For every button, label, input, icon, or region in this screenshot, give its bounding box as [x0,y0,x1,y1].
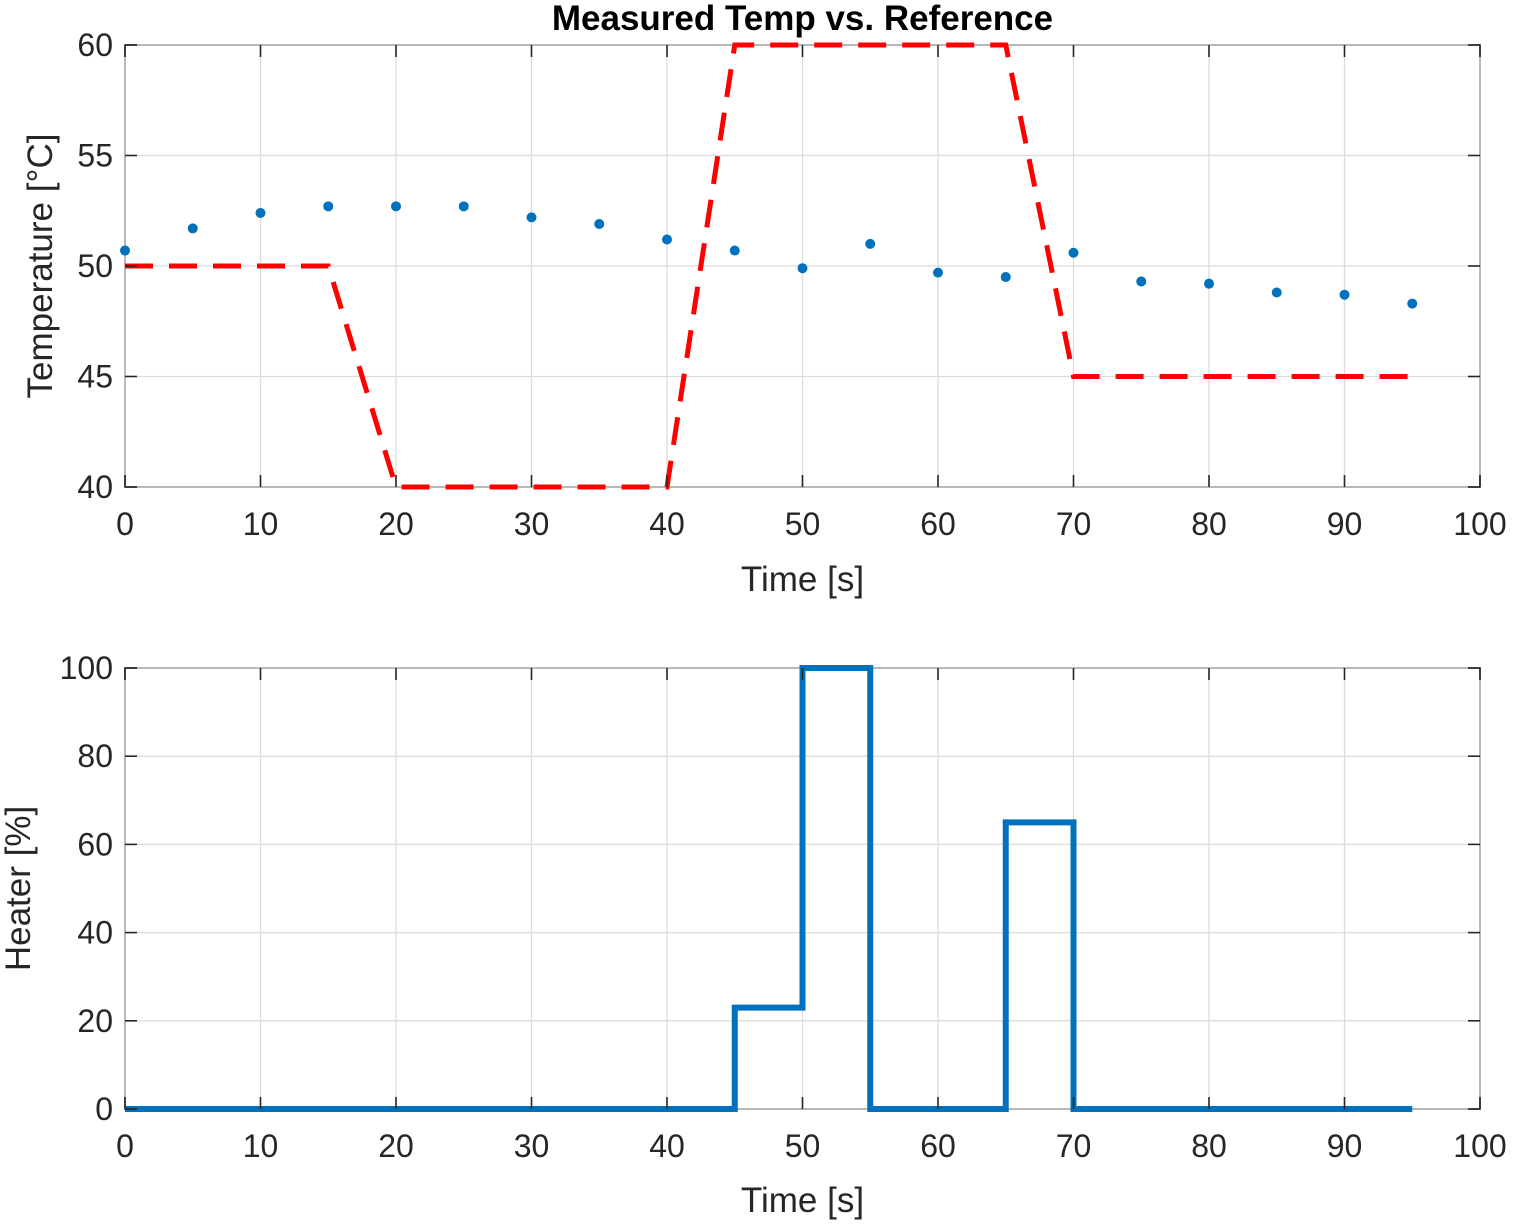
data-point [1339,289,1350,300]
heater-plot: 0 10 20 30 40 50 60 70 80 90 100 0 20 40 60 80 100 Time … [0,650,1507,1220]
data-point [594,219,605,230]
y-tick-label: 45 [77,359,113,395]
x-tick-label: 10 [243,506,279,542]
y-tick-label: 60 [77,27,113,63]
data-point [1204,278,1214,289]
y-tick-label: 40 [77,915,113,951]
y-tick-label: 100 [60,650,113,686]
x-tick-label: 40 [649,506,685,542]
x-tick-label: 80 [1191,506,1227,542]
data-point [255,207,266,218]
x-tick-label: 30 [514,1128,550,1164]
y-tick-label: 80 [77,738,113,774]
y-tick-label: 40 [77,469,113,505]
temperature-plot: Measured Temp vs. Reference 0 10 20 30 40 50 6… [21,0,1507,599]
data-point [391,201,401,212]
x-tick-label: 20 [378,1128,414,1164]
y-tick-label: 50 [77,248,113,284]
x-tick-label: 20 [378,506,414,542]
data-point [797,263,808,274]
x-axis-label: Time [s] [741,560,864,599]
data-point [323,201,334,212]
x-tick-label: 50 [785,506,821,542]
x-axis-label: Time [s] [741,1181,864,1220]
x-tick-label: 60 [920,506,956,542]
data-point [729,245,740,256]
x-tick-label: 30 [514,506,550,542]
y-axis-label: Heater [%] [0,806,38,971]
data-point [526,212,537,223]
x-tick-label: 90 [1327,1128,1363,1164]
x-tick-label: 100 [1453,1128,1506,1164]
y-tick-label: 60 [77,826,113,862]
data-point [187,223,198,234]
x-tick-label: 10 [243,1128,279,1164]
data-point [120,245,130,256]
y-tick-label: 55 [77,138,113,174]
data-point [865,238,876,249]
x-tick-label: 70 [1056,1128,1092,1164]
data-point [933,267,943,278]
x-tick-label: 80 [1191,1128,1227,1164]
x-tick-label: 0 [116,1128,134,1164]
data-point [458,201,469,212]
data-point [1407,298,1418,309]
data-point [1068,247,1079,258]
series-layer [125,665,1413,1112]
data-point [662,234,672,245]
y-axis-label: Temperature [°C] [21,134,60,399]
reference-line [125,42,1413,490]
x-tick-label: 50 [785,1128,821,1164]
y-tick-label: 20 [77,1003,113,1039]
tick-labels: 0 10 20 30 40 50 60 70 80 90 100 40 45 50 55 60 [77,27,1506,542]
x-tick-label: 40 [649,1128,685,1164]
chart-title: Measured Temp vs. Reference [552,0,1053,38]
y-tick-label: 0 [95,1091,113,1127]
x-tick-label: 90 [1327,506,1363,542]
x-tick-label: 0 [116,506,134,542]
heater-stairs-line [125,665,1413,1112]
data-point [1136,276,1147,287]
series-layer [120,42,1418,490]
data-point [1000,272,1011,283]
tick-labels: 0 10 20 30 40 50 60 70 80 90 100 0 20 40 60 80 100 [60,650,1507,1164]
x-tick-label: 60 [920,1128,956,1164]
x-tick-label: 100 [1453,506,1506,542]
x-tick-label: 70 [1056,506,1092,542]
data-point [1271,287,1282,298]
